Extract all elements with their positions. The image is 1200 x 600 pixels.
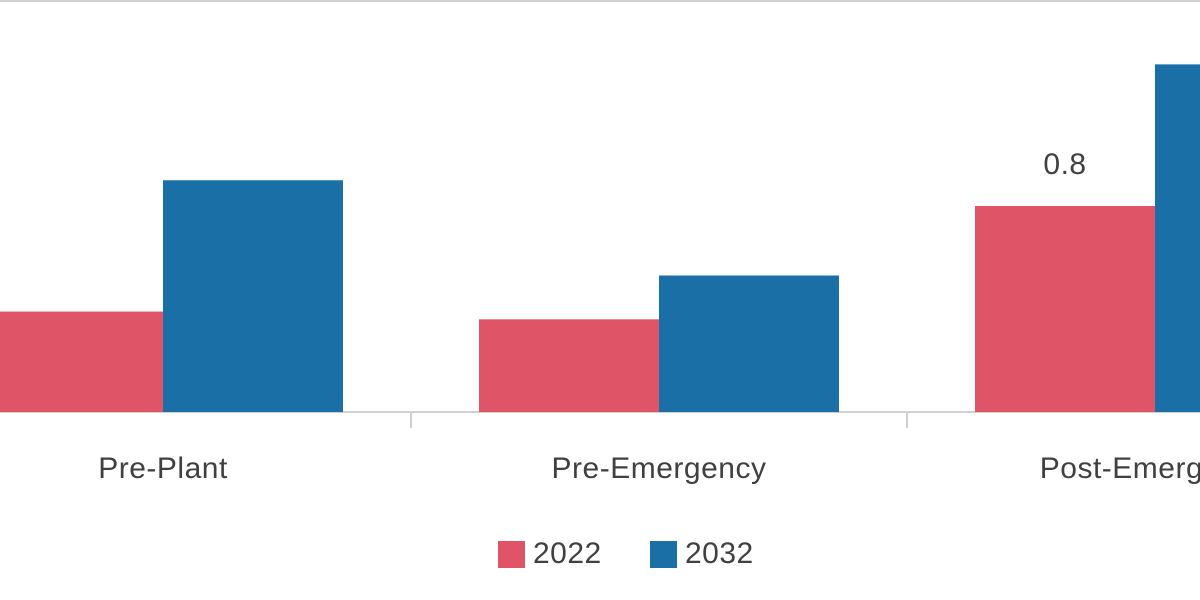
bar [479, 319, 659, 412]
bar [975, 206, 1155, 412]
x-tick-label: Pre-Plant [98, 452, 228, 485]
legend-label: 2032 [685, 537, 754, 570]
legend-label: 2022 [533, 537, 602, 570]
bar [1155, 64, 1200, 412]
bar [659, 275, 839, 412]
data-label: 0.8 [1043, 148, 1086, 181]
legend-swatch [650, 541, 677, 568]
legend-swatch [498, 541, 525, 568]
x-tick-label: Pre-Emergency [552, 452, 767, 485]
x-tick-label: Post-Emergence [1040, 452, 1200, 485]
bar [163, 180, 343, 412]
bar [0, 311, 163, 412]
